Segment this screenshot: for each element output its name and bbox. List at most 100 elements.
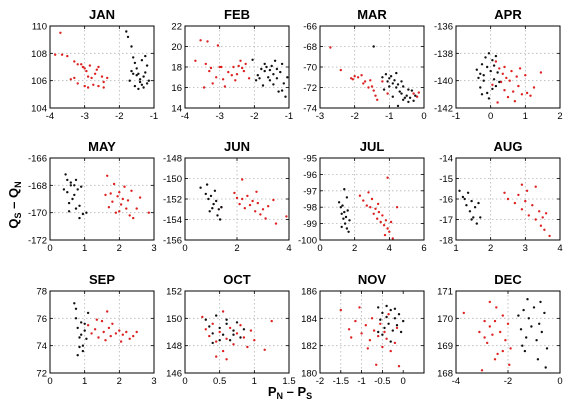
panel-aug: AUG 1 2 3 4 -18 -17 -16 -15 -14 [439,139,562,254]
data-point-red [499,80,503,84]
data-point-black [254,79,258,82]
data-point-red [220,65,223,69]
y-tick-label: -136 [434,22,453,33]
x-tick-label: 0 [401,376,406,387]
x-tick-label: -4 [46,111,54,122]
data-point-black [138,80,142,84]
data-point-red [512,90,515,93]
data-point-black [396,104,400,108]
data-point-black [217,208,220,211]
data-point-black [540,330,543,334]
x-tick-label: 0 [182,243,187,254]
data-point-red [211,322,214,325]
data-point-black [66,178,69,182]
data-point-red [372,329,376,332]
data-point-red [506,95,510,99]
data-point-black [145,64,149,67]
data-point-red [480,369,484,372]
data-point-black [78,216,81,220]
data-point-red [495,306,498,309]
y-tick-label: -148 [163,154,182,165]
data-point-black [381,76,384,79]
data-point-black [74,307,78,310]
data-point-red [223,85,227,88]
data-point-black [232,333,235,336]
data-point-black [519,328,523,331]
data-point-black [402,319,405,323]
y-tick-label: 169 [437,341,453,352]
data-point-black [251,58,254,61]
data-point-black [477,201,480,205]
panel-title-oct: OCT [223,272,251,287]
data-point-black [496,71,499,74]
data-point-red [375,363,378,366]
data-point-red [370,317,374,320]
data-point-black [66,191,69,194]
data-point-black [73,302,76,305]
data-point-black [346,209,349,212]
data-point-black [130,69,133,73]
data-point-red [86,86,90,89]
data-point-red [520,93,524,96]
y-tick-label: -66 [303,22,317,33]
data-point-black [393,79,396,82]
data-point-red [486,341,489,345]
data-point-red [531,204,534,207]
data-point-black [486,65,489,69]
data-point-red [221,349,225,353]
data-point-red [539,71,543,74]
data-point-red [367,86,370,89]
data-point-black [395,86,398,89]
data-point-black [268,68,272,72]
y-tick-label: 106 [31,76,47,87]
data-point-red [368,339,372,342]
data-point-black [132,56,135,59]
data-point-red [524,74,527,77]
data-point-red [383,330,386,334]
panel-frame [184,25,290,109]
y-tick-label: -168 [28,181,47,192]
x-tick-label: 4 [286,243,291,254]
data-point-red [518,67,522,70]
data-point-black [412,99,415,103]
data-point-red [493,319,497,323]
y-axis-label: QS – QN [6,181,23,228]
data-point-red [397,365,401,368]
data-point-red [376,202,380,206]
data-point-red [227,70,230,74]
data-point-black [85,211,88,214]
y-tick-label: 76 [36,314,47,325]
data-point-red [360,332,363,335]
x-tick-label: 1 [453,243,458,254]
data-point-black [377,330,380,334]
data-point-red [204,62,207,66]
data-point-red [412,92,415,95]
data-point-red [206,40,209,43]
panel-frame [184,290,290,374]
data-point-red [377,334,380,338]
panel-frame [319,290,425,374]
data-point-red [417,91,420,94]
panel-title-mar: MAR [357,7,387,22]
x-tick-label: -1 [357,376,365,387]
data-point-red [118,191,121,194]
panel-title-jul: JUL [360,139,385,154]
data-point-black [272,83,275,86]
data-point-black [385,304,388,308]
data-point-black [140,59,144,62]
data-point-black [76,354,79,357]
panel-frame [455,290,561,374]
data-point-red [111,200,114,203]
data-point-black [408,96,412,100]
data-point-black [381,333,384,336]
data-point-black [282,82,285,85]
data-point-black [215,314,218,317]
data-point-black [480,93,484,96]
data-point-black [402,85,405,88]
data-point-black [279,70,282,74]
y-tick-label: -14 [439,154,453,165]
data-point-red [209,66,213,70]
data-point-black [215,199,218,203]
data-point-red [548,234,551,238]
data-point-red [221,310,225,313]
